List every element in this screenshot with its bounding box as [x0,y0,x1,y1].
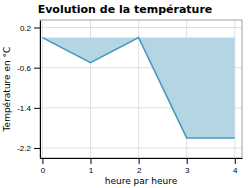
x-grid-line [42,20,43,158]
y-tick: -2.2 [17,144,40,153]
x-tick-label: 1 [89,166,94,175]
x-tick-label: 3 [185,166,190,175]
x-tick-label: 0 [41,166,46,175]
chart: 0.2 -0.6 -1.4 -2.2 0 1 2 3 4 Evolution de la temp… [0,0,250,188]
x-tick-label: 2 [137,166,142,175]
x-tick-mark [235,158,236,164]
x-tick-label: 4 [233,166,238,175]
x-tick-mark [91,158,92,164]
y-tick-mark [34,28,40,29]
x-tick: 0 [41,158,46,175]
y-tick: 0.2 [20,24,40,33]
y-tick-label: -1.4 [17,104,31,113]
y-tick-label: -2.2 [17,144,31,153]
y-axis-title: Température en °C [2,47,12,133]
title: Evolution de la température [38,3,213,16]
x-tick: 2 [137,158,142,175]
y-tick-label: -0.6 [17,64,31,73]
y-tick: -0.6 [17,64,40,73]
x-tick-mark [139,158,140,164]
y-tick-mark [34,108,40,109]
y-grid-line [40,27,242,28]
y-axis-line [40,21,41,159]
x-tick: 4 [233,158,238,175]
plot-frame [40,20,242,158]
y-axis: 0.2 -0.6 -1.4 -2.2 [17,21,40,159]
x-tick-mark [42,158,43,164]
x-tick: 3 [185,158,190,175]
x-axis-line [41,158,243,159]
grid [40,20,242,158]
y-tick-label: 0.2 [20,24,32,33]
line [42,38,234,138]
marks [42,38,234,138]
area [42,38,234,138]
y-tick: -1.4 [17,104,40,113]
y-tick-mark [34,148,40,149]
plot: 0.2 -0.6 -1.4 -2.2 0 1 2 3 4 [17,20,242,175]
x-axis: 0 1 2 3 4 [41,158,243,175]
x-tick: 1 [89,158,94,175]
x-tick-mark [187,158,188,164]
x-axis-title: heure par heure [105,176,178,186]
y-grid-line [40,147,242,148]
y-tick-mark [34,68,40,69]
x-grid-line [138,20,139,158]
